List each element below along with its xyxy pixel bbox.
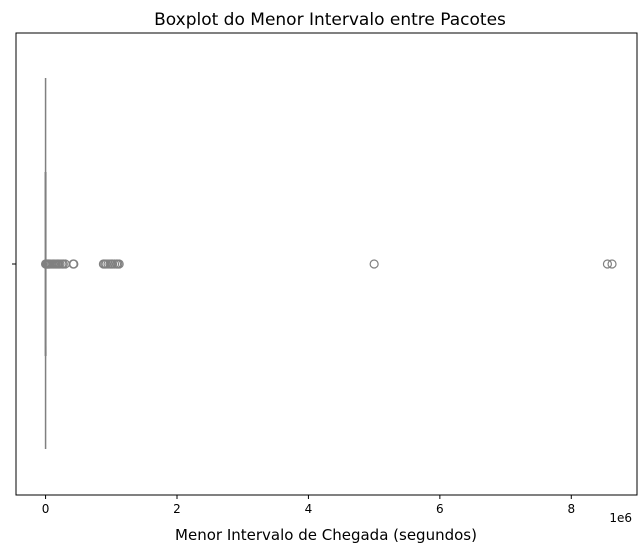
x-tick-label: 0 bbox=[42, 502, 50, 516]
x-axis-ticks: 0 2 4 6 8 bbox=[42, 495, 575, 516]
outlier-point bbox=[602, 259, 613, 269]
x-tick-label: 8 bbox=[567, 502, 575, 516]
outlier-point bbox=[369, 259, 379, 269]
outlier-point bbox=[114, 259, 124, 269]
x-axis-scale-label: 1e6 bbox=[609, 511, 632, 525]
x-tick-label: 6 bbox=[436, 502, 444, 516]
chart-title: Boxplot do Menor Intervalo entre Pacotes bbox=[154, 10, 506, 30]
x-tick-label: 2 bbox=[173, 502, 181, 516]
outlier-point bbox=[607, 259, 617, 269]
outliers-group bbox=[40, 259, 617, 269]
x-tick-label: 4 bbox=[305, 502, 313, 516]
outlier-point bbox=[69, 259, 79, 269]
x-axis-label: Menor Intervalo de Chegada (segundos) bbox=[175, 526, 477, 544]
